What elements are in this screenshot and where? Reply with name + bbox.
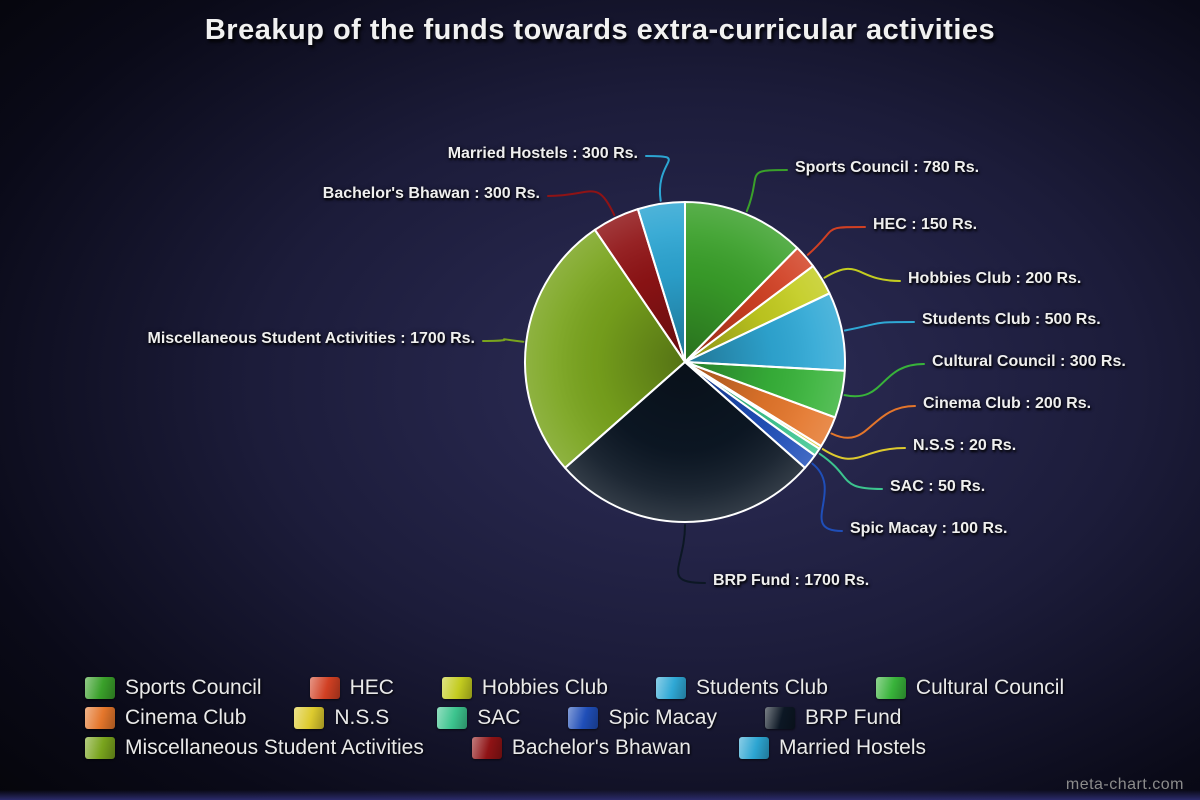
legend-item-brp-fund: BRP Fund xyxy=(764,706,902,730)
callout-line-sac xyxy=(818,452,883,490)
legend-swatch-married-hostels xyxy=(738,737,769,759)
legend-item-hec: HEC xyxy=(309,676,394,700)
legend-item-sac: SAC xyxy=(437,706,520,730)
legend-swatch-spic-macay xyxy=(568,707,599,729)
callout-brp-fund: BRP Fund : 1700 Rs. xyxy=(713,572,870,589)
pie-slice-border-miscellaneous-student-activities xyxy=(524,228,686,469)
legend-swatch-students-club xyxy=(655,677,686,699)
legend-label-married-hostels: Married Hostels xyxy=(778,736,926,759)
legend-swatch-miscellaneous-student-activities xyxy=(85,737,115,759)
callout-line-miscellaneous-student-activities xyxy=(482,338,525,343)
legend-swatch-sports-council xyxy=(85,677,115,699)
callout-line-hec xyxy=(806,226,866,256)
legend-label-students-club: Students Club xyxy=(695,676,828,699)
callout-cinema-club: Cinema Club : 200 Rs. xyxy=(923,395,1092,412)
legend-label-hobbies-club: Hobbies Club xyxy=(481,676,608,699)
callout-line-n-s-s xyxy=(821,447,906,460)
callout-line-brp-fund xyxy=(677,524,706,584)
legend-item-hobbies-club: Hobbies Club xyxy=(441,676,608,700)
legend-label-n-s-s: N.S.S xyxy=(334,706,390,729)
callout-line-bachelor-s-bhawan xyxy=(547,190,616,217)
legend-swatch-hec xyxy=(309,677,340,699)
legend-item-cultural-council: Cultural Council xyxy=(875,676,1065,700)
callout-sports-council: Sports Council : 780 Rs. xyxy=(795,159,980,176)
callout-hec: HEC : 150 Rs. xyxy=(873,216,978,233)
legend-label-hec: HEC xyxy=(349,676,394,699)
legend-item-cinema-club: Cinema Club xyxy=(85,706,246,730)
callout-students-club: Students Club : 500 Rs. xyxy=(922,311,1101,328)
pie-slice-border-sports-council xyxy=(684,201,799,363)
legend-label-sac: SAC xyxy=(477,706,521,729)
legend-item-students-club: Students Club xyxy=(655,676,828,700)
legend-row: Miscellaneous Student Activities Bachelor… xyxy=(85,736,1165,760)
callout-n-s-s: N.S.S : 20 Rs. xyxy=(913,437,1017,454)
watermark: meta-chart.com xyxy=(1065,776,1184,793)
callout-married-hostels: Married Hostels : 300 Rs. xyxy=(447,145,638,162)
callout-line-sports-council xyxy=(745,169,788,213)
legend-swatch-sac xyxy=(437,707,468,729)
legend-label-cultural-council: Cultural Council xyxy=(915,676,1065,699)
legend-item-n-s-s: N.S.S xyxy=(294,706,389,730)
legend-swatch-bachelor-s-bhawan xyxy=(471,737,502,759)
callout-line-cinema-club xyxy=(830,405,916,439)
legend-label-bachelor-s-bhawan: Bachelor's Bhawan xyxy=(511,736,691,759)
pie-slice-border-married-hostels xyxy=(636,201,686,363)
callout-bachelor-s-bhawan: Bachelor's Bhawan : 300 Rs. xyxy=(322,185,540,202)
callout-line-students-club xyxy=(843,321,915,332)
chart-title: Breakup of the funds towards extra-curri… xyxy=(204,14,996,46)
callout-line-hobbies-club xyxy=(823,267,901,282)
callout-line-married-hostels xyxy=(645,155,670,202)
legend-item-married-hostels: Married Hostels xyxy=(738,736,926,760)
pie-slice-border-brp-fund xyxy=(564,361,806,523)
legend-label-cinema-club: Cinema Club xyxy=(125,706,247,729)
callout-line-cultural-council xyxy=(843,363,925,398)
callout-hobbies-club: Hobbies Club : 200 Rs. xyxy=(908,270,1082,287)
callout-sac: SAC : 50 Rs. xyxy=(890,478,986,495)
legend-item-spic-macay: Spic Macay xyxy=(568,706,717,730)
legend-item-sports-council: Sports Council xyxy=(85,676,262,700)
callout-spic-macay: Spic Macay : 100 Rs. xyxy=(850,520,1008,537)
legend-item-miscellaneous-student-activities: Miscellaneous Student Activities xyxy=(85,736,424,760)
legend-label-miscellaneous-student-activities: Miscellaneous Student Activities xyxy=(125,736,424,759)
legend: Sports Council HEC Hobbies Club Students Cl… xyxy=(85,676,1165,766)
legend-swatch-cinema-club xyxy=(85,707,115,729)
legend-label-spic-macay: Spic Macay xyxy=(608,706,717,729)
legend-swatch-hobbies-club xyxy=(441,677,472,699)
legend-swatch-n-s-s xyxy=(294,707,325,729)
legend-swatch-cultural-council xyxy=(875,677,906,699)
legend-label-brp-fund: BRP Fund xyxy=(804,706,902,729)
legend-swatch-brp-fund xyxy=(764,707,795,729)
callout-cultural-council: Cultural Council : 300 Rs. xyxy=(932,353,1126,370)
legend-item-bachelor-s-bhawan: Bachelor's Bhawan xyxy=(471,736,691,760)
legend-label-sports-council: Sports Council xyxy=(125,676,262,699)
legend-row: Sports Council HEC Hobbies Club Students Cl… xyxy=(85,676,1165,700)
legend-row: Cinema Club N.S.S SAC Spic Macay BRP Fund xyxy=(85,706,1165,730)
callout-miscellaneous-student-activities: Miscellaneous Student Activities : 1700 … xyxy=(147,330,475,347)
callout-line-spic-macay xyxy=(811,462,843,532)
